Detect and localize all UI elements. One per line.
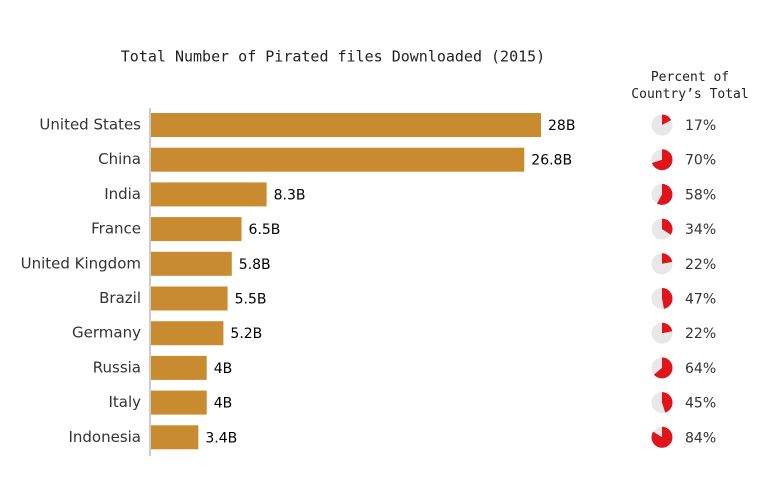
value-label: 4B <box>214 361 233 377</box>
percent-label: 58% <box>685 187 716 203</box>
category-label: Indonesia <box>68 428 141 446</box>
chart-title: Total Number of Pirated files Downloaded… <box>121 48 545 66</box>
value-label: 6.5B <box>249 222 281 238</box>
percent-label: 22% <box>685 326 716 342</box>
pie-slice <box>653 357 673 379</box>
pie-slice <box>656 183 673 205</box>
value-label: 5.8B <box>239 257 271 273</box>
pie-slice <box>662 288 673 309</box>
value-label: 28B <box>548 118 575 134</box>
percent-label: 84% <box>685 430 716 446</box>
value-label: 5.5B <box>235 292 267 308</box>
bar <box>151 425 199 450</box>
percent-label: 70% <box>685 153 716 169</box>
value-label: 5.2B <box>230 326 262 342</box>
category-label: Germany <box>72 324 141 342</box>
bar <box>151 355 207 380</box>
bar <box>151 390 207 415</box>
category-label: France <box>91 220 141 238</box>
bar <box>151 147 525 172</box>
bar <box>151 286 228 311</box>
category-label: Brazil <box>99 289 141 307</box>
value-label: 26.8B <box>531 153 572 169</box>
value-label: 4B <box>214 396 233 412</box>
category-label: China <box>98 150 141 168</box>
category-label: Italy <box>108 393 141 411</box>
bar <box>151 217 242 242</box>
percent-label: 45% <box>685 396 716 412</box>
value-label: 8.3B <box>274 187 306 203</box>
category-label: India <box>104 185 141 203</box>
percent-label: 34% <box>685 222 716 238</box>
percent-label: 22% <box>685 257 716 273</box>
pie-slice <box>662 392 673 413</box>
pie-slice <box>662 218 673 235</box>
bar <box>151 251 232 276</box>
category-label: United Kingdom <box>21 254 141 272</box>
pie-column-title: Percent of Country’s Total <box>631 70 749 102</box>
bar <box>151 182 267 207</box>
bar <box>151 113 541 137</box>
bar <box>151 321 224 346</box>
percent-label: 47% <box>685 292 716 308</box>
percent-label: 64% <box>685 361 716 377</box>
percent-label: 17% <box>685 118 716 134</box>
category-label: Russia <box>93 358 141 376</box>
pie-slice <box>662 322 673 334</box>
pie-slice <box>662 253 673 264</box>
value-label: 3.4B <box>205 430 237 446</box>
pie-slice <box>651 426 673 448</box>
pie-slice <box>652 149 673 171</box>
category-label: United States <box>39 116 141 134</box>
pie-slice <box>662 114 672 125</box>
